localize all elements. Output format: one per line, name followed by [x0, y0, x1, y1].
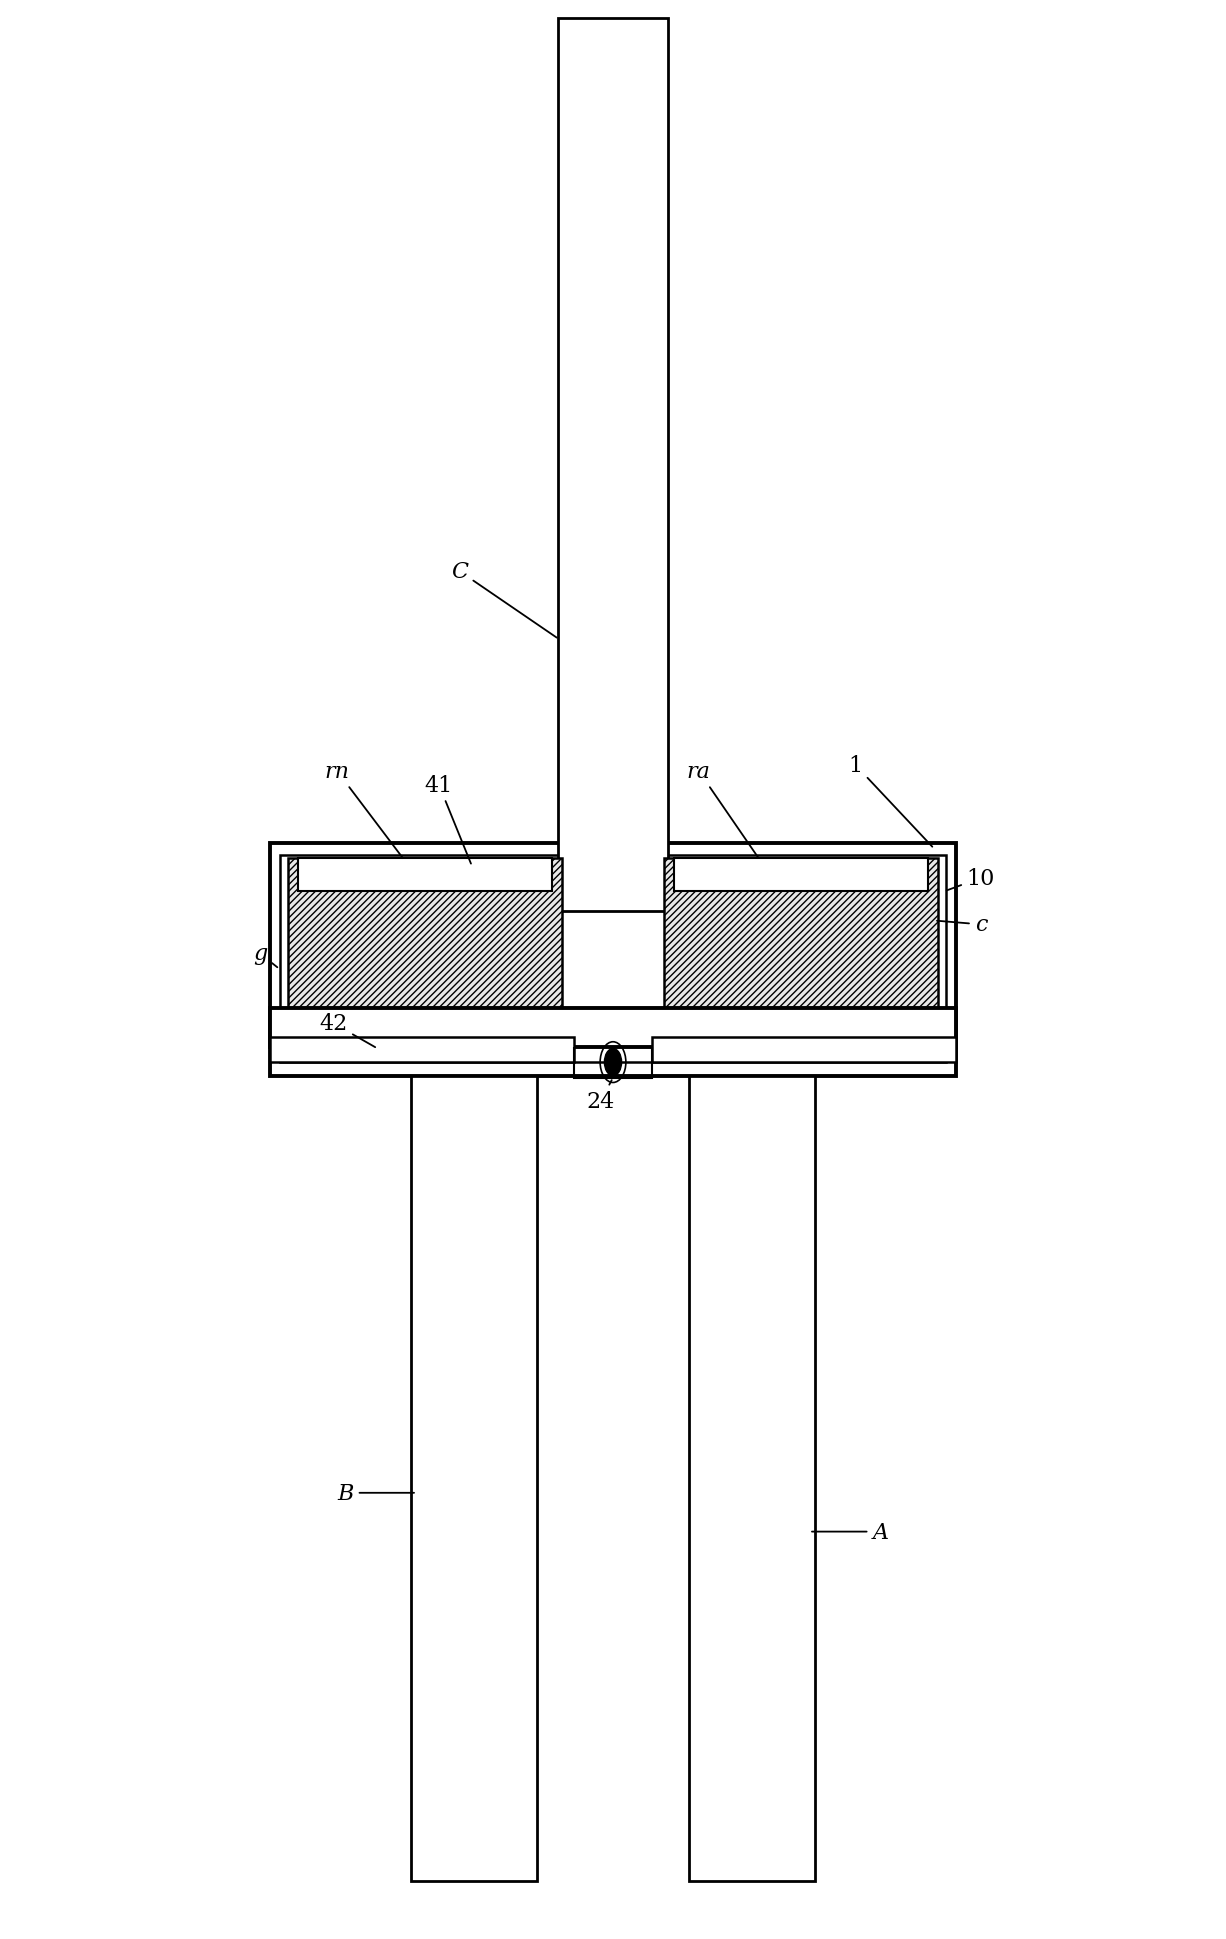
Bar	[411, 1076, 537, 1881]
Text: 41: 41	[424, 774, 471, 865]
Bar	[689, 1076, 815, 1881]
Bar	[664, 859, 938, 1024]
Text: C: C	[451, 560, 557, 638]
Bar	[674, 859, 928, 892]
Bar	[558, 19, 668, 911]
Bar	[270, 843, 956, 1076]
Bar	[298, 859, 552, 892]
Text: g: g	[253, 942, 277, 968]
Circle shape	[604, 1049, 622, 1076]
Text: 1: 1	[848, 754, 932, 847]
Text: A: A	[812, 1520, 889, 1543]
Bar	[288, 859, 562, 1024]
Text: 42: 42	[319, 1012, 375, 1047]
Text: 24: 24	[586, 1080, 615, 1113]
Text: B: B	[337, 1481, 414, 1505]
Bar	[280, 855, 946, 1063]
Text: rn: rn	[325, 760, 403, 859]
Bar	[270, 1008, 956, 1047]
Bar	[652, 1037, 956, 1063]
Bar	[270, 1037, 574, 1063]
Text: ra: ra	[687, 760, 759, 859]
Text: 10: 10	[946, 867, 996, 892]
Text: c: c	[937, 913, 987, 937]
